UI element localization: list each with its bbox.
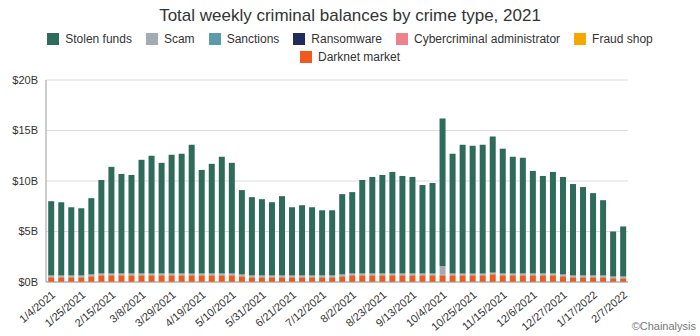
svg-text:1/17/2022: 1/17/2022 xyxy=(554,288,599,329)
svg-text:4/19/2021: 4/19/2021 xyxy=(162,288,208,329)
svg-text:10/4/2021: 10/4/2021 xyxy=(403,288,449,329)
html-text:Sanctions: Sanctions xyxy=(226,32,280,46)
html-text:Stolen funds: Stolen funds xyxy=(65,32,132,46)
svg-text:12/27/2021: 12/27/2021 xyxy=(519,288,570,333)
svg-text:2/15/2021: 2/15/2021 xyxy=(72,288,117,329)
svg-text:$15B: $15B xyxy=(12,124,38,136)
svg-text:11/15/2021: 11/15/2021 xyxy=(459,288,509,333)
html-text:Darknet market: Darknet market xyxy=(318,50,400,64)
svg-text:5/10/2021: 5/10/2021 xyxy=(192,288,238,329)
svg-text:7/12/2021: 7/12/2021 xyxy=(283,288,328,329)
html-text:Scam: Scam xyxy=(163,32,195,46)
svg-text:9/13/2021: 9/13/2021 xyxy=(373,288,419,329)
svg-text:1/25/2021: 1/25/2021 xyxy=(42,288,88,329)
svg-text:$0B: $0B xyxy=(18,276,38,288)
svg-text:$10B: $10B xyxy=(12,175,38,187)
html-text:Fraud shop: Fraud shop xyxy=(592,32,653,46)
html-text:©Chainalysis: ©Chainalysis xyxy=(631,320,696,332)
svg-text:5/31/2021: 5/31/2021 xyxy=(222,288,268,329)
svg-text:8/2/2021: 8/2/2021 xyxy=(317,288,359,325)
svg-text:2/7/2022: 2/7/2022 xyxy=(589,288,630,325)
html-text:Total weekly criminal balances: Total weekly criminal balances by crime … xyxy=(159,6,541,25)
svg-text:8/23/2021: 8/23/2021 xyxy=(343,288,389,329)
svg-text:$5B: $5B xyxy=(18,225,38,237)
html-text:Ransomware: Ransomware xyxy=(311,32,382,46)
svg-text:3/8/2021: 3/8/2021 xyxy=(107,288,148,325)
svg-text:6/21/2021: 6/21/2021 xyxy=(252,288,299,329)
svg-text:10/25/2021: 10/25/2021 xyxy=(428,288,479,333)
svg-text:12/6/2021: 12/6/2021 xyxy=(493,288,539,329)
html-text:Cybercriminal administrator: Cybercriminal administrator xyxy=(414,32,561,46)
svg-text:$20B: $20B xyxy=(12,74,38,86)
svg-text:1/4/2021: 1/4/2021 xyxy=(16,288,58,325)
svg-text:3/29/2021: 3/29/2021 xyxy=(132,288,178,329)
